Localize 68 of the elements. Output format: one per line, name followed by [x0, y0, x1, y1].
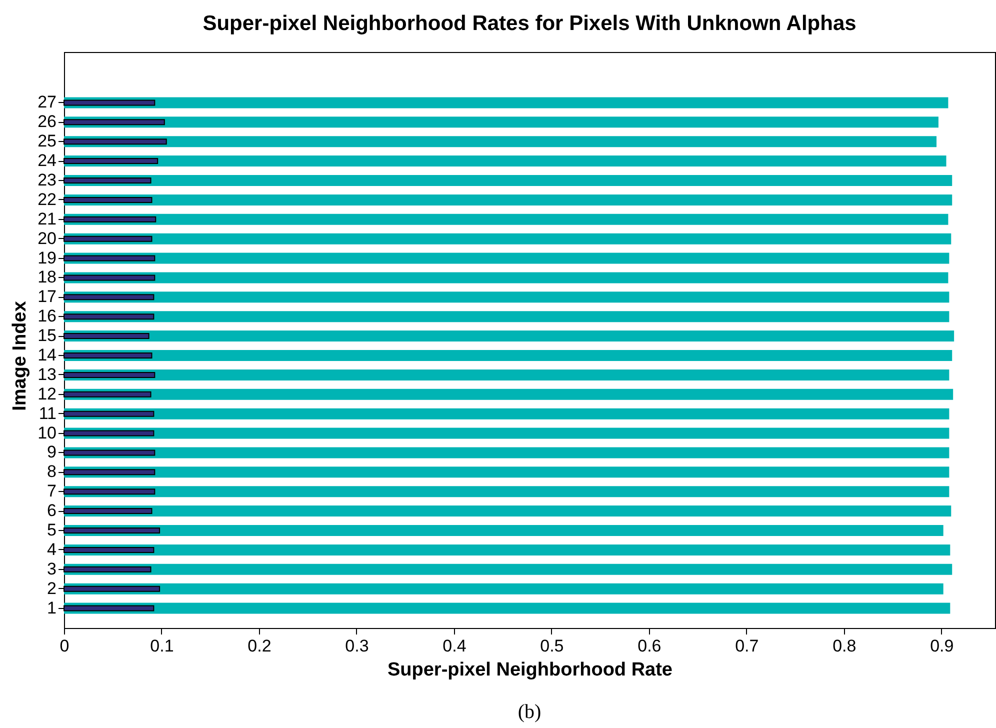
- x-tick-label: 0: [60, 636, 70, 656]
- y-tick-label: 25: [38, 132, 56, 151]
- y-tick-label: 17: [38, 287, 56, 306]
- x-tick-label: 0.5: [540, 636, 564, 656]
- y-tick-label: 20: [38, 228, 56, 248]
- y-tick-label: 9: [47, 442, 56, 462]
- y-tick-label: 21: [38, 209, 56, 228]
- bar: [64, 214, 948, 225]
- bar: [64, 97, 948, 108]
- bar: [64, 330, 954, 342]
- y-axis-title: Image Index: [10, 300, 31, 411]
- y-tick-label: 26: [38, 112, 56, 132]
- y-tick-label: 19: [38, 248, 56, 268]
- x-tick-label: 0.1: [150, 636, 174, 656]
- bar: [64, 194, 952, 206]
- y-tick-label: 18: [38, 268, 56, 287]
- bar: [64, 272, 948, 284]
- y-tick-label: 5: [47, 520, 56, 540]
- y-tick-label: 7: [47, 482, 56, 501]
- bar: [64, 292, 950, 303]
- y-tick-label: 27: [38, 92, 56, 112]
- x-tick-label: 0.4: [442, 636, 466, 656]
- text: (b): [518, 701, 542, 723]
- bar: [64, 369, 950, 380]
- bar: [64, 116, 938, 128]
- y-tick-label: 12: [38, 384, 56, 404]
- y-tick-label: 14: [38, 346, 56, 364]
- bar: [64, 486, 950, 498]
- bar: [64, 388, 954, 400]
- x-tick-label: 0.6: [638, 636, 662, 656]
- bar: [64, 447, 950, 458]
- bar: [64, 564, 952, 575]
- x-tick-label: 0.3: [345, 636, 369, 656]
- y-tick-label: 3: [47, 559, 56, 578]
- bar: [64, 428, 950, 439]
- y-tick-label: 10: [38, 423, 56, 442]
- y-tick-label: 4: [47, 540, 56, 559]
- y-tick-label: 23: [38, 170, 56, 190]
- bar: [64, 583, 944, 594]
- bar: [64, 525, 944, 536]
- y-tick-label: 15: [38, 326, 56, 346]
- chart-title: Super-pixel Neighborhood Rates for Pixels With Unknown Alphas: [202, 12, 856, 35]
- bar: [64, 506, 952, 517]
- x-tick-label: 0.2: [248, 636, 272, 656]
- bar: [64, 602, 950, 614]
- bar: [64, 408, 950, 420]
- y-tick-label: 16: [38, 306, 56, 326]
- y-tick-label: 1: [47, 598, 56, 618]
- bar: [64, 311, 950, 322]
- y-tick-label: 6: [47, 501, 56, 520]
- bar: [64, 175, 952, 186]
- y-tick-label: 2: [47, 578, 56, 598]
- x-tick-label: 0.8: [832, 636, 856, 656]
- x-axis-title: Super-pixel Neighborhood Rate: [387, 660, 673, 680]
- x-tick-label: 0.9: [930, 636, 954, 656]
- y-tick-label: 22: [38, 190, 56, 209]
- y-tick-label: 24: [38, 151, 56, 170]
- bar: [64, 252, 950, 264]
- y-tick-label: 8: [47, 462, 56, 482]
- bar: [64, 136, 937, 148]
- bar: [64, 466, 950, 478]
- y-tick-label: 11: [38, 404, 56, 423]
- bar: [64, 156, 946, 167]
- bar: [64, 233, 952, 244]
- x-tick-label: 0.7: [735, 636, 759, 656]
- bar: [64, 350, 952, 361]
- bar: [64, 544, 950, 556]
- y-tick-label: 13: [38, 364, 56, 384]
